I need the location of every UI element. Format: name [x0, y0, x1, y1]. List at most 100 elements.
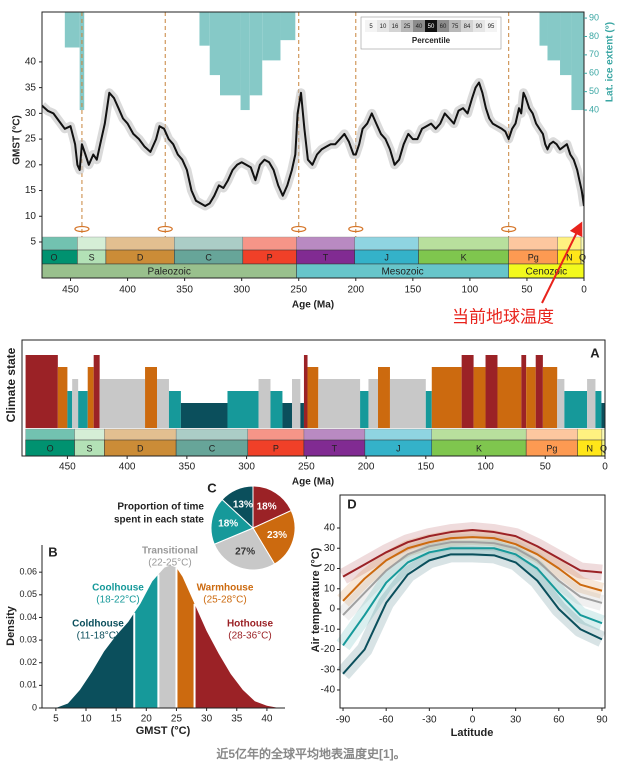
x-tick-label: 5	[53, 714, 59, 725]
state-bar	[227, 391, 259, 428]
pie-slice	[221, 485, 254, 530]
x-tick-label: 30	[510, 715, 522, 726]
x-tick-label: 150	[417, 462, 434, 473]
stage-band	[303, 428, 366, 441]
density-area	[158, 565, 177, 708]
ice-bar	[280, 12, 296, 41]
state-bar	[93, 355, 100, 428]
extinction-icon	[348, 225, 364, 233]
stage-band	[354, 236, 419, 251]
x-tick-label: -30	[422, 715, 437, 726]
x-axis-label: Age (Ma)	[292, 300, 334, 311]
ice-bar	[199, 12, 210, 46]
legend-label: 16	[392, 24, 399, 30]
state-bar	[318, 379, 361, 428]
y2-tick-label: 60	[589, 68, 599, 78]
period-label: N	[586, 443, 593, 453]
state-name: Hothouse	[227, 619, 274, 630]
density-area	[194, 603, 279, 708]
x-tick-label: 350	[179, 462, 196, 473]
gmst-halo	[42, 78, 584, 211]
state-name: Coldhouse	[72, 619, 124, 630]
ice-bar	[539, 12, 548, 46]
x-tick-label: -90	[336, 715, 351, 726]
y-tick-label: -30	[321, 664, 336, 675]
y-tick-label: 40	[324, 523, 336, 534]
stage-band	[242, 236, 297, 251]
state-bar	[378, 367, 390, 428]
state-bar	[156, 379, 169, 428]
pie-label: 27%	[235, 547, 255, 558]
extinction-icon	[157, 225, 173, 233]
stage-band	[105, 236, 175, 251]
x-tick-label: 35	[231, 714, 243, 725]
density-area	[176, 567, 195, 708]
plot-area	[25, 355, 605, 456]
legend-swatch	[461, 20, 473, 32]
pie-slice	[252, 485, 292, 529]
y-tick-label: -10	[321, 624, 336, 635]
stage-band	[74, 428, 105, 441]
x-tick-label: 300	[238, 462, 255, 473]
period-label: Q	[600, 443, 607, 453]
stage-band	[104, 428, 177, 441]
y-tick-label: 0.02	[19, 657, 37, 667]
extinction-icon	[74, 225, 90, 233]
y2-tick-label: 40	[589, 104, 599, 114]
x-tick-label: 0	[470, 715, 476, 726]
x-tick-label: 250	[290, 285, 307, 296]
legend-swatch	[473, 20, 485, 32]
stage-band	[175, 428, 248, 441]
y-tick-label: 40	[25, 57, 37, 68]
y-tick-label: 0.03	[19, 634, 37, 644]
panel-letter: D	[347, 496, 356, 511]
y-tick-label: 0.04	[19, 612, 37, 622]
x-tick-label: 20	[141, 714, 153, 725]
x-tick-label: 0	[602, 462, 608, 473]
stage-band	[42, 236, 78, 251]
stage-band	[174, 236, 244, 251]
temperature-line	[342, 529, 603, 578]
y-tick-label: 0.01	[19, 680, 37, 690]
legend-label: 40	[416, 24, 423, 30]
legend-label: 90	[476, 24, 483, 30]
state-bar	[258, 379, 271, 428]
y-tick-label: 5	[30, 237, 36, 248]
state-range: (28-36°C)	[228, 631, 271, 642]
state-bar	[461, 355, 474, 428]
state-bar	[300, 403, 304, 428]
state-bar	[425, 391, 432, 428]
y2-tick-label: 70	[589, 49, 599, 59]
x-tick-label: 10	[80, 714, 92, 725]
x-tick-label: 150	[404, 285, 421, 296]
y-tick-label: 10	[324, 583, 336, 594]
state-bar	[303, 355, 308, 428]
period-label: T	[323, 252, 329, 262]
state-bar	[368, 379, 379, 428]
ice-bar	[262, 12, 281, 61]
legend-title: Percentile	[412, 36, 451, 45]
x-tick-label: 200	[358, 462, 375, 473]
ice-bar	[571, 12, 584, 111]
period-label: N	[566, 252, 573, 262]
x-tick-label: -60	[379, 715, 394, 726]
y2-tick-label: 90	[589, 12, 599, 22]
caption: 近5亿年的全球平均地表温度史[1]。	[216, 746, 405, 761]
x-tick-label: 40	[261, 714, 273, 725]
y-tick-label: 10	[25, 211, 37, 222]
y-tick-label: 20	[324, 563, 336, 574]
ice-bar	[240, 12, 250, 111]
legend-label: 25	[404, 24, 411, 30]
state-bar	[485, 355, 498, 428]
x-axis-label: Age (Ma)	[292, 477, 334, 488]
x-tick-label: 25	[171, 714, 183, 725]
y-tick-label: -40	[321, 685, 336, 696]
temperature-line	[342, 541, 603, 616]
period-label: J	[384, 252, 389, 262]
stage-band	[364, 428, 432, 441]
x-tick-label: 60	[553, 715, 565, 726]
state-bar	[87, 367, 94, 428]
extinction-icon	[501, 225, 517, 233]
ice-bar	[220, 12, 241, 96]
